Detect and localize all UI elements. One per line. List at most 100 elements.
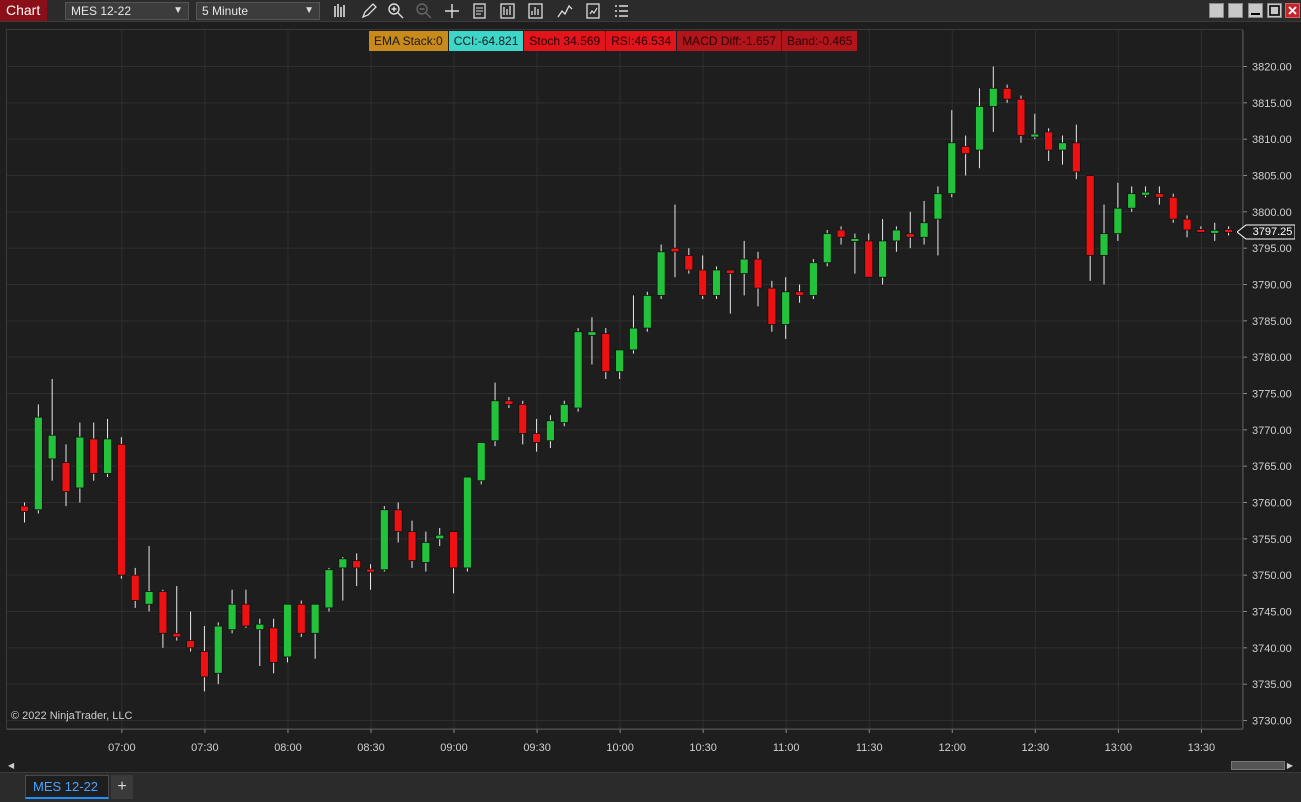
candle bbox=[781, 277, 791, 339]
x-tick-label: 07:00 bbox=[108, 742, 136, 754]
instrument-selector[interactable]: MES 12-22 ▼ bbox=[65, 2, 189, 20]
candle bbox=[601, 328, 611, 379]
drawing-tools-icon[interactable] bbox=[555, 1, 575, 21]
candle-body-up bbox=[656, 251, 666, 296]
scroll-left-icon[interactable]: ◀ bbox=[8, 761, 15, 770]
chart-panel[interactable] bbox=[6, 29, 1243, 730]
y-tick-label: 3815.00 bbox=[1252, 98, 1292, 110]
candle bbox=[379, 506, 389, 572]
candle-body-up bbox=[1127, 193, 1137, 209]
candle bbox=[393, 502, 403, 543]
chart-toolbar: Chart MES 12-22 ▼ 5 Minute ▼ bbox=[0, 0, 1301, 22]
last-price-marker bbox=[1237, 224, 1295, 240]
add-tab-button[interactable]: + bbox=[111, 775, 133, 799]
tile-window-button[interactable] bbox=[1209, 3, 1224, 18]
candle bbox=[1030, 113, 1040, 140]
candle bbox=[283, 603, 292, 663]
x-tick-label: 09:30 bbox=[523, 742, 551, 754]
candle-body-up bbox=[1099, 233, 1109, 256]
candle-body-up bbox=[379, 509, 389, 571]
candle-body-down bbox=[172, 632, 182, 638]
zoom-out-icon[interactable] bbox=[414, 1, 434, 21]
chart-grid bbox=[7, 30, 1243, 729]
candle-body-up bbox=[476, 442, 486, 482]
candle bbox=[850, 233, 860, 274]
candle-body-down bbox=[393, 509, 403, 532]
candle bbox=[1058, 135, 1067, 165]
candle bbox=[47, 378, 57, 481]
indicators-icon[interactable] bbox=[498, 1, 518, 21]
candle-body-down bbox=[449, 531, 458, 569]
y-tick-label: 3820.00 bbox=[1252, 62, 1292, 74]
candle bbox=[255, 618, 265, 666]
bar-style-icon[interactable] bbox=[331, 1, 351, 21]
interval-selector[interactable]: 5 Minute ▼ bbox=[196, 2, 320, 20]
candle bbox=[905, 211, 915, 249]
candle-body-down bbox=[1182, 218, 1192, 231]
close-button[interactable] bbox=[1285, 3, 1300, 18]
pencil-icon[interactable] bbox=[359, 1, 379, 21]
y-tick-label: 3740.00 bbox=[1252, 643, 1292, 655]
x-tick-label: 08:00 bbox=[274, 742, 302, 754]
candle bbox=[227, 589, 237, 634]
data-box-icon[interactable] bbox=[470, 1, 490, 21]
candle-body-up bbox=[310, 603, 320, 634]
scroll-right-icon[interactable]: ▶ bbox=[1286, 761, 1293, 770]
tab-mes-12-22[interactable]: MES 12-22 bbox=[25, 775, 109, 799]
candle-body-up bbox=[255, 623, 265, 631]
properties-icon[interactable] bbox=[583, 1, 603, 21]
candle-body-down bbox=[241, 603, 251, 627]
list-icon[interactable] bbox=[611, 1, 631, 21]
close-icon bbox=[1288, 6, 1297, 15]
strategies-icon[interactable] bbox=[526, 1, 546, 21]
candle-body-down bbox=[795, 291, 804, 296]
candle-body-up bbox=[1058, 142, 1067, 151]
y-tick-label: 3805.00 bbox=[1252, 171, 1292, 183]
candle-body-up bbox=[933, 193, 943, 220]
candle-body-down bbox=[684, 255, 694, 271]
candle-body-down bbox=[767, 287, 777, 325]
chevron-down-icon: ▼ bbox=[304, 5, 314, 16]
candle bbox=[1085, 175, 1095, 281]
candle bbox=[933, 186, 943, 256]
zoom-in-icon[interactable] bbox=[386, 1, 406, 21]
maximize-button[interactable] bbox=[1267, 3, 1282, 18]
candle-body-down bbox=[1044, 131, 1054, 151]
last-price-label: 3797.25 bbox=[1252, 226, 1293, 238]
x-tick-label: 12:00 bbox=[939, 742, 967, 754]
candle-body-down bbox=[1085, 175, 1095, 256]
candle bbox=[352, 553, 362, 587]
candle bbox=[1224, 226, 1233, 236]
candle bbox=[629, 295, 638, 354]
candle bbox=[144, 546, 154, 612]
minimize-button[interactable] bbox=[1248, 3, 1263, 18]
candle-body-down bbox=[1154, 193, 1164, 198]
x-tick-label: 10:00 bbox=[606, 742, 634, 754]
candle bbox=[698, 255, 708, 300]
candle-body-up bbox=[324, 569, 334, 609]
candle bbox=[670, 204, 680, 278]
candle bbox=[1127, 186, 1137, 212]
candle bbox=[836, 226, 846, 245]
candle bbox=[642, 291, 652, 332]
x-tick-label: 13:00 bbox=[1105, 742, 1133, 754]
crosshair-icon[interactable] bbox=[442, 1, 462, 21]
candle bbox=[186, 611, 195, 652]
candle-body-down bbox=[130, 574, 140, 602]
candle bbox=[1113, 182, 1123, 241]
band-badge: Band:-0.465 bbox=[782, 31, 859, 51]
candle bbox=[767, 280, 777, 332]
candle bbox=[61, 444, 71, 507]
candle bbox=[130, 567, 140, 608]
horizontal-scrollbar[interactable]: ◀ ▶ bbox=[6, 760, 1295, 771]
scroll-thumb[interactable] bbox=[1231, 761, 1285, 770]
float-window-button[interactable] bbox=[1228, 3, 1243, 18]
candle-body-down bbox=[961, 146, 971, 155]
y-tick-label: 3785.00 bbox=[1252, 316, 1292, 328]
y-tick-label: 3770.00 bbox=[1252, 425, 1292, 437]
candle bbox=[559, 400, 569, 427]
candle bbox=[20, 502, 29, 523]
candle bbox=[1141, 186, 1150, 198]
window-title: Chart bbox=[0, 0, 47, 21]
